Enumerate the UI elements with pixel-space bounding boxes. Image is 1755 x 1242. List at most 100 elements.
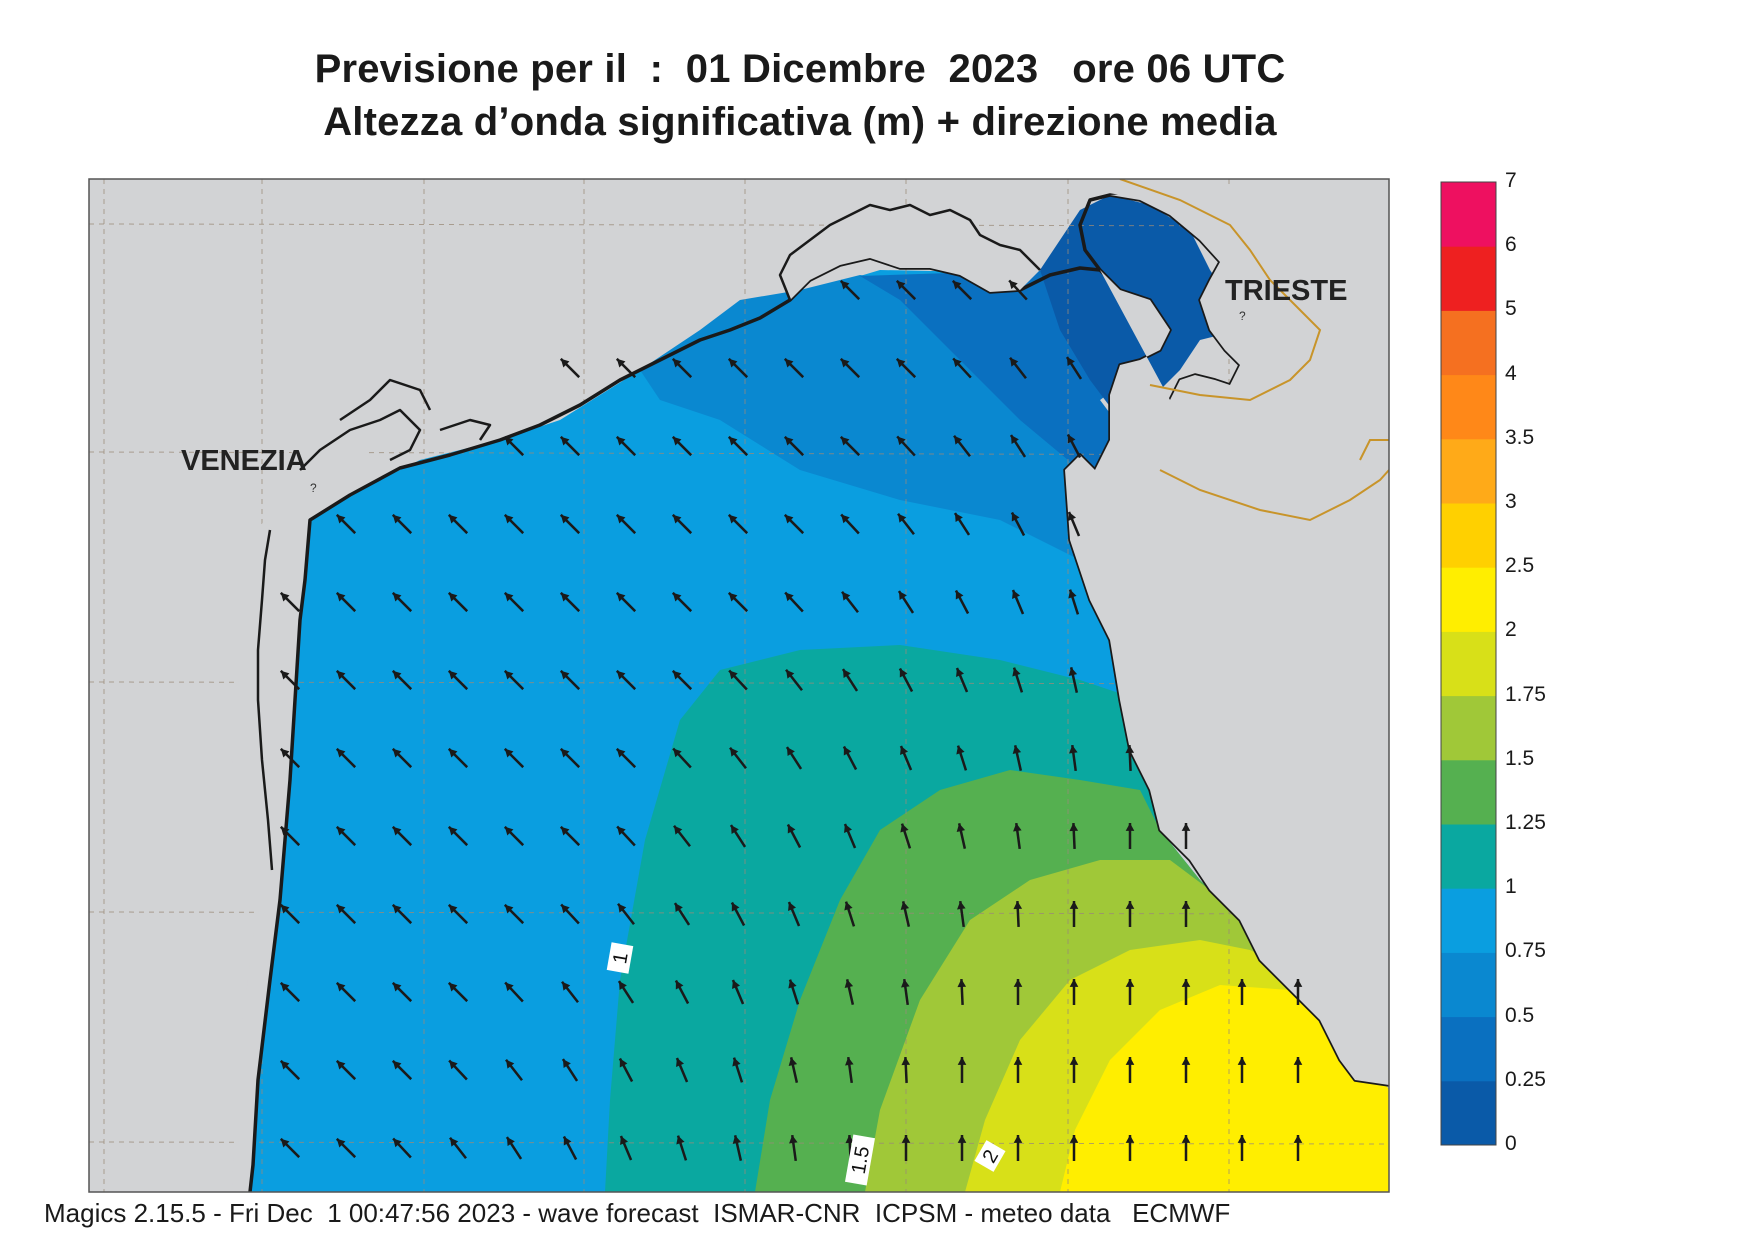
footer-credits: Magics 2.15.5 - Fri Dec 1 00:47:56 2023 …	[44, 1198, 1231, 1228]
direction-arrow-head	[845, 1057, 854, 1066]
direction-arrow-head	[392, 826, 402, 836]
direction-arrow-head	[786, 669, 795, 679]
direction-arrow-head	[448, 670, 458, 680]
direction-arrow-head	[392, 982, 402, 992]
direction-arrow-head	[957, 901, 966, 910]
colorbar-tick-label: 0.5	[1505, 1003, 1535, 1027]
direction-arrow-head	[336, 514, 346, 524]
direction-arrow-head	[448, 748, 458, 758]
colorbar-tick-label: 0	[1505, 1132, 1517, 1155]
direction-arrow-head	[616, 670, 626, 680]
colorbar-frame	[1440, 181, 1497, 1146]
direction-arrow-head	[617, 826, 626, 836]
direction-arrow-head	[336, 826, 346, 836]
direction-arrow-head	[1069, 745, 1078, 754]
grado-lagoon-coast	[778, 203, 1041, 301]
direction-arrow-head	[504, 592, 514, 602]
direction-arrow-head	[957, 1057, 967, 1065]
direction-arrow-head	[1125, 1057, 1135, 1065]
direction-arrow-head	[1066, 357, 1075, 367]
colorbar-swatch	[1441, 246, 1496, 311]
direction-arrow-head	[280, 982, 290, 992]
direction-arrow-head	[896, 280, 906, 290]
direction-arrow-head	[844, 824, 853, 833]
colorbar-swatch	[1441, 438, 1496, 504]
colorbar-tick-label: 0.25	[1505, 1067, 1546, 1091]
direction-arrow-head	[732, 1135, 742, 1144]
direction-arrow-head	[1125, 1135, 1135, 1143]
direction-arrow-head	[672, 670, 682, 680]
direction-arrow-head	[898, 513, 907, 523]
direction-arrow-head	[674, 825, 683, 835]
colorbar-swatch	[1441, 310, 1496, 376]
direction-arrow-head	[280, 670, 290, 680]
direction-arrow-head	[956, 823, 966, 832]
colorbar-tick-label: 2.5	[1505, 554, 1535, 578]
direction-arrow-head	[1068, 667, 1078, 676]
direction-arrow-head	[560, 826, 570, 836]
direction-arrow-head	[1181, 1135, 1191, 1143]
direction-arrow-head	[672, 514, 682, 524]
direction-arrow-head	[504, 748, 514, 758]
direction-arrow-head	[788, 902, 797, 911]
colorbar-tick-label: 1	[1505, 875, 1517, 899]
direction-arrow-head	[954, 435, 963, 445]
direction-arrow-head	[1293, 1057, 1303, 1065]
direction-arrow-head	[560, 592, 570, 602]
direction-arrow-head	[560, 358, 570, 368]
direction-arrow-head	[901, 1057, 911, 1066]
direction-arrow-head	[1069, 1135, 1079, 1143]
direction-arrow-head	[840, 436, 850, 446]
direction-arrow-head	[675, 980, 684, 990]
direction-arrow-head	[1068, 512, 1077, 521]
direction-arrow-head	[448, 826, 458, 836]
direction-arrow-head	[843, 746, 852, 756]
direction-arrow-head	[336, 748, 346, 758]
map-frame	[88, 178, 1390, 1193]
colorbar-tick-label: 1.5	[1505, 746, 1535, 770]
direction-arrow-head	[336, 1060, 346, 1070]
venezia-marker: ?	[310, 481, 317, 495]
direction-arrow-head	[616, 748, 626, 758]
direction-arrow-head	[728, 358, 738, 368]
colorbar-tick-label: 4	[1505, 361, 1517, 385]
colorbar-swatch	[1441, 182, 1496, 247]
colorbar-swatch	[1441, 824, 1496, 889]
direction-arrow-head	[898, 591, 907, 601]
contour-label-2: 2	[974, 1140, 1006, 1172]
direction-arrow-head	[957, 979, 967, 988]
direction-arrow-head	[504, 826, 514, 836]
colorbar-tick-label: 0.75	[1505, 939, 1546, 963]
direction-arrow-head	[840, 280, 850, 290]
direction-arrow-head	[1293, 979, 1303, 987]
direction-arrow-head	[784, 514, 794, 524]
direction-arrow-head	[1181, 979, 1191, 987]
direction-arrow-head	[448, 514, 458, 524]
colorbar-tick-label: 6	[1505, 233, 1517, 257]
direction-arrow-head	[506, 1137, 515, 1147]
direction-arrow-head	[844, 979, 854, 988]
colorbar-tick-label: 3.5	[1505, 425, 1535, 449]
direction-arrow-head	[561, 904, 570, 914]
contour-label-1.5: 1.5	[844, 1134, 876, 1186]
direction-arrow-head	[1012, 590, 1021, 599]
direction-arrow-head	[784, 358, 794, 368]
direction-arrow-head	[504, 514, 514, 524]
direction-arrow-head	[900, 901, 910, 910]
colorbar-tick-label: 5	[1505, 297, 1517, 321]
colorbar-tick-label: 3	[1505, 490, 1517, 513]
direction-arrow-head	[897, 436, 906, 446]
direction-arrow-head	[280, 904, 290, 914]
trieste-marker: ?	[1239, 309, 1246, 323]
direction-arrow-head	[392, 514, 402, 524]
colorbar-tick-label: 1.75	[1505, 682, 1546, 706]
direction-arrow-head	[728, 514, 738, 524]
colorbar-swatch	[1441, 695, 1496, 761]
map-title-date: Previsione per il : 01 Dicembre 2023 ore…	[314, 47, 1286, 91]
direction-arrow-head	[562, 981, 571, 991]
direction-arrow-head	[560, 436, 570, 446]
direction-arrow-head	[619, 1058, 628, 1068]
direction-arrow-head	[672, 436, 682, 446]
direction-arrow-head	[1069, 901, 1079, 909]
direction-arrow-head	[504, 670, 514, 680]
